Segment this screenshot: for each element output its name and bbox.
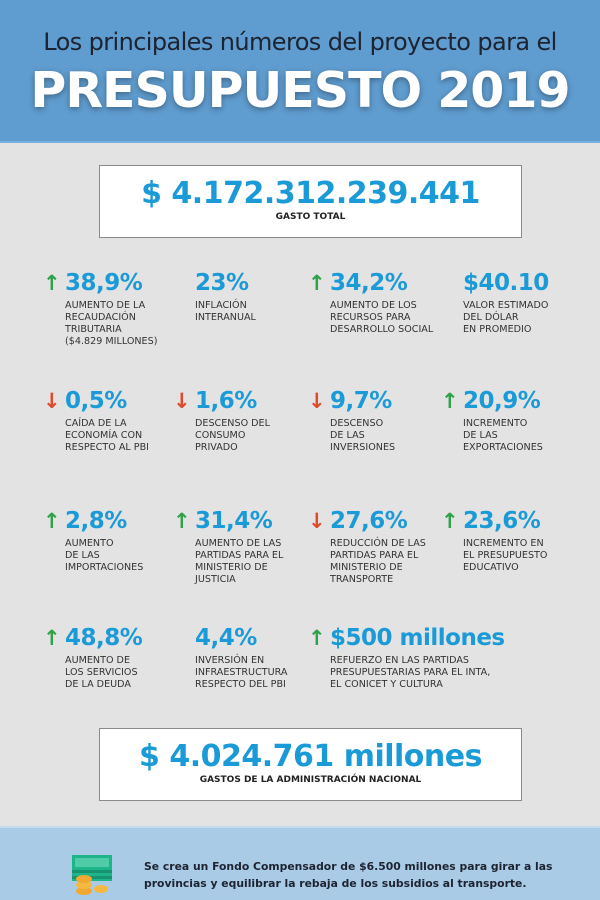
arrow-up-icon: ↑ [441, 509, 459, 533]
stat-value: 23% [195, 270, 249, 296]
arrow-up-icon: ↑ [43, 626, 61, 650]
stat-label: DESCENSO DEL CONSUMO PRIVADO [195, 418, 270, 453]
arrow-down-icon: ↓ [173, 389, 191, 413]
admin-spending-box: $ 4.024.761 millones GASTOS DE LA ADMINI… [99, 728, 522, 801]
stat-value: 23,6% [463, 508, 541, 534]
stat-value: 34,2% [330, 270, 408, 296]
total-spending-caption: GASTO TOTAL [275, 212, 346, 222]
stat-label: REFUERZO EN LAS PARTIDAS PRESUPUESTARIAS… [330, 655, 491, 690]
arrow-down-icon: ↓ [43, 389, 61, 413]
stat-value: $40.10 [463, 270, 549, 296]
stat-value: 0,5% [65, 388, 127, 414]
stat-value: 38,9% [65, 270, 143, 296]
stat-label: INVERSIÓN EN INFRAESTRUCTURA RESPECTO DE… [195, 655, 288, 690]
stat-label: AUMENTO DE LAS PARTIDAS PARA EL MINISTER… [195, 538, 284, 585]
stat-label: INFLACIÓN INTERANUAL [195, 300, 256, 323]
total-spending-value: $ 4.172.312.239.441 [141, 176, 480, 211]
stat-label: INCREMENTO DE LAS EXPORTACIONES [463, 418, 543, 453]
arrow-up-icon: ↑ [441, 389, 459, 413]
stat-label: AUMENTO DE LA RECAUDACIÓN TRIBUTARIA ($4… [65, 300, 158, 347]
arrow-down-icon: ↓ [308, 509, 326, 533]
stat-label: CAÍDA DE LA ECONOMÍA CON RESPECTO AL PBI [65, 418, 149, 453]
arrow-down-icon: ↓ [308, 389, 326, 413]
arrow-up-icon: ↑ [43, 509, 61, 533]
stat-value: 2,8% [65, 508, 127, 534]
stat-value: 4,4% [195, 625, 257, 651]
header: Los principales números del proyecto par… [0, 0, 600, 143]
arrow-up-icon: ↑ [43, 271, 61, 295]
footer-text: Se crea un Fondo Compensador de $6.500 m… [144, 860, 553, 890]
stat-value: 48,8% [65, 625, 143, 651]
footer-band: Se crea un Fondo Compensador de $6.500 m… [0, 826, 600, 900]
stat-label: REDUCCIÓN DE LAS PARTIDAS PARA EL MINIST… [330, 538, 426, 585]
stat-label: AUMENTO DE LAS IMPORTACIONES [65, 538, 144, 573]
stat-label: AUMENTO DE LOS RECURSOS PARA DESARROLLO … [330, 300, 434, 335]
header-title: PRESUPUESTO 2019 [30, 62, 570, 119]
stat-value: 1,6% [195, 388, 257, 414]
admin-spending-caption: GASTOS DE LA ADMINISTRACIÓN NACIONAL [199, 775, 422, 785]
stat-value: 9,7% [330, 388, 392, 414]
stat-label: INCREMENTO EN EL PRESUPUESTO EDUCATIVO [463, 538, 548, 573]
stat-value: $500 millones [330, 625, 505, 651]
arrow-up-icon: ↑ [173, 509, 191, 533]
stat-label: DESCENSO DE LAS INVERSIONES [330, 418, 396, 453]
stat-label: AUMENTO DE LOS SERVICIOS DE LA DEUDA [65, 655, 138, 690]
stat-value: 31,4% [195, 508, 273, 534]
stat-value: 27,6% [330, 508, 408, 534]
admin-spending-value: $ 4.024.761 millones [139, 739, 482, 774]
stat-label: VALOR ESTIMADO DEL DÓLAR EN PROMEDIO [463, 300, 549, 335]
total-spending-box: $ 4.172.312.239.441 GASTO TOTAL [99, 165, 522, 238]
arrow-up-icon: ↑ [308, 271, 326, 295]
stat-value: 20,9% [463, 388, 541, 414]
arrow-up-icon: ↑ [308, 626, 326, 650]
money-coins-icon [72, 855, 112, 895]
header-subtitle: Los principales números del proyecto par… [43, 28, 557, 56]
